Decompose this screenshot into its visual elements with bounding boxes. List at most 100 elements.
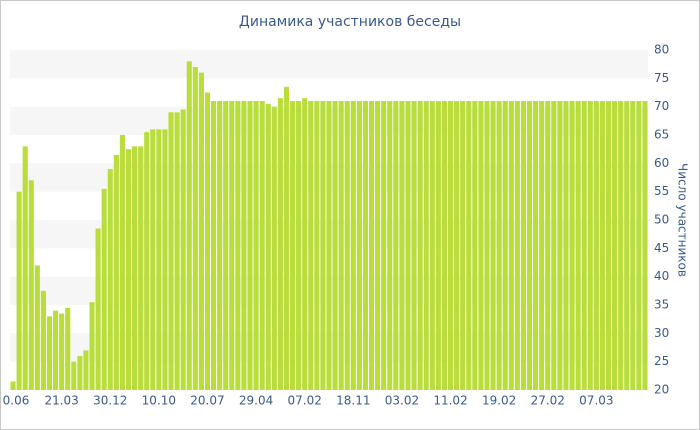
bar [198,72,204,391]
bar [144,132,150,390]
bar [332,101,338,390]
x-tick-label: 20.07 [190,394,224,408]
bar [593,101,599,390]
bar [466,101,472,390]
x-tick-label: 27.02 [531,394,565,408]
bar [563,101,569,390]
bar [636,101,642,390]
bar [393,101,399,390]
y-tick-label: 75 [654,71,669,85]
bar [71,361,77,390]
bar [302,98,308,391]
bar [65,307,71,390]
bar [429,101,435,390]
bar [539,101,545,390]
bar [271,106,277,391]
bar [557,101,563,390]
bar [447,101,454,390]
bar [59,313,65,390]
bar [484,101,490,390]
x-tick-label: 07.03 [579,394,613,408]
bar [387,101,393,390]
bar [241,101,247,390]
bar [77,356,83,390]
bar [618,101,624,390]
bar [107,169,113,390]
x-tick-label: 07.02 [288,394,322,408]
chart-title: Динамика участников беседы [239,14,461,30]
bar [368,101,375,390]
x-tick-label: 03.02 [385,394,419,408]
bar [156,129,162,391]
y-tick-label: 30 [654,326,669,340]
bar [581,101,587,390]
x-tick-label: 30.12 [93,394,127,408]
bar [168,112,174,390]
bar [253,101,259,390]
bar [587,101,593,390]
y-tick-label: 70 [654,99,669,113]
grid-band [10,50,648,79]
bar [16,191,22,390]
bar [113,154,119,390]
bar [411,101,417,390]
x-tick-label: 29.04 [239,394,273,408]
x-tick-label: 18.11 [336,394,370,408]
bar [612,101,618,390]
x-tick-label: 19.02 [482,394,516,408]
bar [259,101,265,390]
bar [338,101,344,390]
bar [150,129,156,391]
bar [575,101,581,390]
y-tick-label: 55 [654,184,669,198]
bar [247,101,253,390]
y-axis-label: Число участников [676,163,690,277]
bar [174,112,180,390]
bar [10,381,16,390]
y-tick-label: 45 [654,241,669,255]
bar [642,101,648,390]
y-tick-label: 50 [654,213,669,227]
bar [599,101,605,390]
bar [356,101,362,390]
bar [520,101,526,390]
bar [192,67,198,390]
bar [405,101,411,390]
bar [344,101,350,390]
bar [204,92,211,390]
bar [314,101,320,390]
bar [211,101,217,390]
x-tick-label: 11.02 [433,394,467,408]
bar [138,146,144,390]
bar [28,180,34,390]
bar [101,188,107,390]
bar [533,101,539,390]
bar [399,101,405,390]
bar [630,101,636,390]
bar [180,109,186,390]
bar [496,101,502,390]
bar [545,101,551,390]
bar [417,101,423,390]
bar [508,101,514,390]
bar [132,146,138,390]
bar [423,101,429,390]
bar [22,146,28,390]
bar [89,302,95,390]
bar [265,103,271,390]
bar [624,101,630,390]
bar [229,101,235,390]
x-tick-label: 0.06 [3,394,30,408]
x-tick-label: 21.03 [44,394,78,408]
bar [289,101,296,390]
bar [296,101,302,390]
bar [46,316,53,390]
bar [125,149,132,390]
bar [350,101,356,390]
bar [326,101,332,390]
bar [34,265,40,390]
bar [83,350,89,390]
bar [119,135,125,390]
bar [186,61,192,390]
bar [320,101,326,390]
